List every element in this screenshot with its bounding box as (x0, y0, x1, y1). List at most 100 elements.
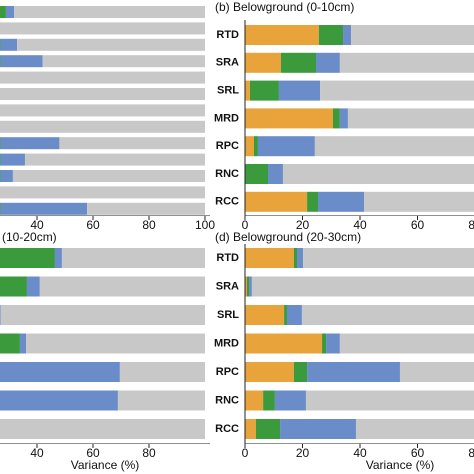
bar-segment (307, 191, 319, 212)
bar-segment (332, 108, 340, 129)
bar-segment (318, 191, 365, 212)
x-tick-label: 80 (142, 218, 156, 232)
bar-segment (0, 419, 205, 439)
bar-segment (26, 276, 40, 297)
panel-title: (b) Belowground (0-10cm) (215, 0, 354, 14)
bar-segment (351, 25, 474, 45)
bar-segment (257, 136, 315, 157)
bar-segment (0, 170, 1, 182)
x-tick-label: 20 (296, 218, 310, 232)
bar-segment (301, 305, 474, 325)
bar-segment (245, 419, 256, 439)
bar-segment (284, 305, 287, 325)
bar-segment (245, 108, 333, 129)
bar-segment (245, 164, 268, 184)
bar-segment (0, 120, 205, 133)
bar-segment (251, 276, 474, 297)
x-tick-label: 40 (30, 218, 44, 232)
bar-segment (307, 362, 400, 382)
y-tick-label: RTD (216, 29, 239, 41)
panel (0, 6, 210, 216)
y-tick-label: MRD (214, 112, 239, 124)
bar-segment (0, 71, 205, 84)
x-axis-label: Variance (%) (71, 458, 139, 472)
x-tick-label: 80 (468, 446, 474, 460)
bar-segment (280, 419, 356, 439)
panel-title: (d) Belowground (20-30cm) (215, 230, 361, 244)
bar-segment (245, 25, 319, 45)
bar-segment (305, 390, 474, 411)
bar-segment (245, 191, 308, 212)
bar-segment (0, 55, 1, 68)
bar-segment (0, 137, 60, 150)
bar-segment (268, 164, 283, 184)
x-tick-label: 0 (242, 218, 249, 232)
bar-segment (0, 22, 205, 35)
bar-segment (245, 52, 281, 73)
bar-segment (253, 136, 258, 157)
x-tick-label: 40 (353, 218, 367, 232)
bar-segment (0, 38, 1, 51)
bar-segment (282, 164, 474, 184)
y-tick-label: RTD (216, 252, 239, 264)
bar-segment (24, 153, 206, 166)
x-tick-label: 60 (86, 446, 100, 460)
y-tick-label: RNC (215, 394, 239, 406)
bar-segment (399, 362, 474, 382)
bar-segment (297, 248, 304, 268)
y-tick-label: RCC (215, 196, 239, 208)
bar-segment (19, 333, 27, 354)
bar-segment (314, 136, 474, 157)
bar-segment (0, 6, 6, 18)
y-tick-label: RCC (215, 423, 239, 435)
bar-segment (0, 362, 120, 382)
x-tick-label: 60 (411, 446, 425, 460)
bar-segment (245, 80, 250, 101)
bar-segment (0, 248, 55, 268)
x-tick-label: 80 (142, 446, 156, 460)
bar-segment (0, 88, 205, 100)
bar-segment (26, 333, 205, 354)
bar-segment (117, 390, 205, 411)
bar-segment (0, 305, 205, 325)
bar-segment (0, 137, 1, 150)
bar-segment (0, 38, 18, 51)
panel-title: (10-20cm) (2, 230, 57, 244)
x-tick-label: 40 (30, 446, 44, 460)
bar-segment (339, 52, 474, 73)
bar-segment (278, 80, 321, 101)
bar-segment (355, 419, 474, 439)
bar-segment (339, 333, 474, 354)
bar-segment (316, 52, 340, 73)
bar-segment (5, 6, 15, 18)
bar-segment (280, 52, 317, 73)
bar-segment (293, 248, 298, 268)
x-tick-label: 40 (353, 446, 367, 460)
bar-segment (39, 276, 205, 297)
bar-segment (245, 390, 264, 411)
bar-segment (318, 25, 344, 45)
bar-segment (245, 248, 294, 268)
bar-segment (0, 153, 25, 166)
bar-segment (293, 362, 308, 382)
y-tick-label: SRA (216, 280, 239, 292)
bar-segment (245, 276, 248, 297)
bar-segment (245, 136, 254, 157)
bar-segment (61, 248, 205, 268)
panel (245, 25, 474, 216)
x-tick-label: 0 (242, 446, 249, 460)
bar-segment (245, 362, 294, 382)
y-tick-label: SRL (217, 85, 239, 97)
bar-segment (263, 390, 275, 411)
bar-segment (0, 202, 1, 215)
bar-segment (322, 333, 327, 354)
bar-segment (0, 55, 43, 68)
bar-segment (14, 6, 206, 18)
bar-segment (255, 419, 281, 439)
bar-segment (0, 390, 118, 411)
bar-segment (119, 362, 205, 382)
bar-segment (249, 276, 252, 297)
y-tick-label: RPC (216, 140, 239, 152)
